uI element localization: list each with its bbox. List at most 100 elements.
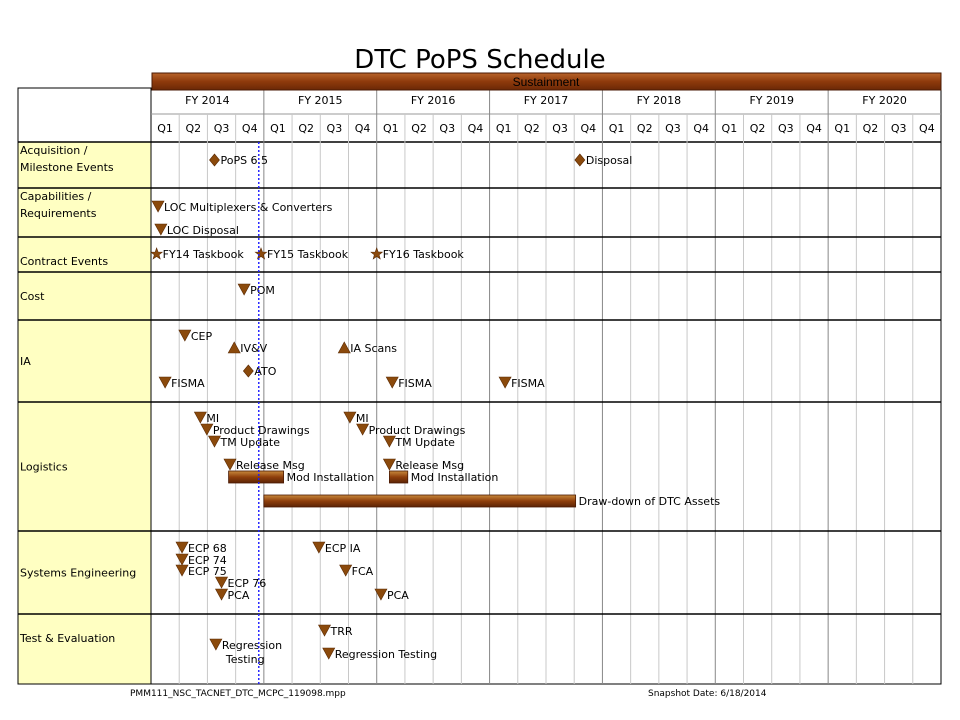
triangle-down-marker [382,435,396,448]
milestone-label: CEP [191,330,213,343]
triangle-up-marker [337,341,351,354]
milestone-label: IV&V [240,342,267,355]
milestone-tri-down: Product Drawings [200,423,310,437]
triangle-down-marker [223,458,237,471]
milestone-tri-down: Release Msg [382,458,464,472]
milestone-label: ECP 68 [188,542,227,555]
triangle-down-marker [385,376,399,389]
milestone-label: FY16 Taskbook [383,248,465,261]
quarter-label: Q4 [580,122,596,135]
quarter-label: Q1 [270,122,286,135]
milestone-tri-down: Product Drawings [356,423,466,437]
diamond-marker [242,364,254,378]
milestone-tri-down: CEP [178,329,213,343]
milestone-label: FISMA [398,377,432,390]
milestone-tri-down: ECP 74 [175,553,227,567]
milestone-tri-down: Regression Testing [322,647,437,661]
milestone-label: MI [356,412,369,425]
triangle-down-marker [178,329,192,342]
quarter-label: Q2 [750,122,766,135]
quarter-label: Q1 [722,122,738,135]
quarter-label: Q2 [298,122,314,135]
milestone-tri-down: LOC Disposal [154,223,239,237]
milestone-label: Product Drawings [213,424,310,437]
quarter-label: Q2 [863,122,879,135]
fiscal-year-label: FY 2020 [862,94,907,107]
milestone-tri-down: MI [343,411,369,425]
milestone-star: FY15 Taskbook [254,247,349,261]
triangle-down-marker [207,435,221,448]
triangle-down-marker [215,588,229,601]
triangle-down-marker [343,411,357,424]
milestone-label: ECP 74 [188,554,227,567]
page-title: DTC PoPS Schedule [354,45,606,75]
quarter-label: Q1 [834,122,850,135]
triangle-down-marker [193,411,207,424]
row-label: Systems Engineering [20,567,136,580]
quarter-label: Q4 [693,122,709,135]
milestone-diamond: PoPS 6.5 [209,153,268,167]
star-marker [370,247,384,260]
quarter-label: Q3 [778,122,794,135]
quarter-label: Q1 [383,122,399,135]
task-bar [263,494,577,508]
schedule-frame [17,87,942,685]
quarter-label: Q4 [468,122,484,135]
quarter-label: Q2 [411,122,427,135]
row-label: Requirements [20,207,97,220]
row-label: Acquisition / [20,144,88,157]
label-column [18,142,151,684]
quarter-label: Q1 [157,122,173,135]
milestone-tri-down: LOC Multiplexers & Converters [151,200,333,214]
triangle-down-marker [382,458,396,471]
triangle-down-marker [175,564,189,577]
milestone-tri-down: PCA [374,588,409,602]
milestone-label: ECP 75 [188,565,227,578]
task-bar-label: Mod Installation [287,471,375,484]
milestone-star: FY16 Taskbook [370,247,465,261]
triangle-down-marker [200,423,214,436]
triangle-down-marker [312,541,326,554]
milestone-label: TM Update [219,436,280,449]
milestone-tri-down: FCA [339,564,374,578]
milestone-label: Release Msg [395,459,464,472]
task-bar [228,470,285,484]
quarter-label: Q3 [891,122,907,135]
milestone-diamond: ATO [242,364,277,378]
quarter-label: Q3 [665,122,681,135]
quarter-label: Q2 [637,122,653,135]
milestone-tri-down: Release Msg [223,458,305,472]
quarter-label: Q1 [609,122,625,135]
row-label: Contract Events [20,255,108,268]
milestone-tri-down: ECP 76 [215,576,267,590]
milestone-label: FISMA [171,377,205,390]
milestone-label: FY15 Taskbook [267,248,349,261]
triangle-down-marker [318,624,332,637]
milestone-label: PoPS 6.5 [220,154,268,167]
milestone-label: ECP 76 [228,577,267,590]
milestone-label: Release Msg [236,459,305,472]
milestone-tri-down: FISMA [385,376,432,390]
quarter-label: Q3 [214,122,230,135]
milestone-label: FCA [352,565,374,578]
milestone-tri-down: TM Update [207,435,280,449]
fiscal-year-label: FY 2017 [524,94,569,107]
row-label: Milestone Events [20,161,114,174]
milestone-diamond: Disposal [574,153,632,167]
milestone-label: Regression Testing [335,648,437,661]
quarter-label: Q4 [919,122,935,135]
triangle-down-marker [158,376,172,389]
star-marker [254,247,268,260]
milestone-tri-down: TRR [318,624,353,638]
milestone-tri-down: ECP 68 [175,541,227,555]
triangle-down-marker [154,223,168,236]
milestone-label: Regression [222,639,282,652]
milestone-tri-down: ECP 75 [175,564,227,578]
triangle-down-marker [215,576,229,589]
quarter-label: Q3 [439,122,455,135]
fiscal-year-label: FY 2014 [185,94,230,107]
triangle-down-marker [237,283,251,296]
milestone-label: LOC Multiplexers & Converters [164,201,333,214]
milestone-label: IA Scans [350,342,397,355]
